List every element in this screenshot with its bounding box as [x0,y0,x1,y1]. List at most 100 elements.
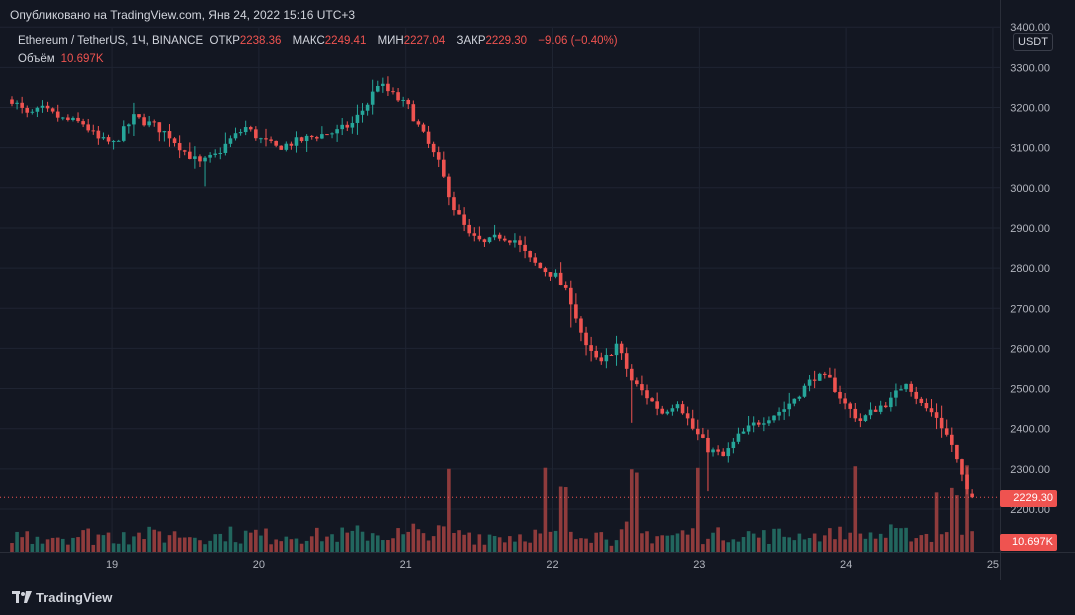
candle-body [111,141,116,143]
volume-bar [960,534,964,552]
candle-body [614,343,619,356]
candle-body [640,384,644,391]
volume-bar [431,536,436,552]
candle-body [213,153,217,155]
symbol-title[interactable]: Ethereum / TetherUS, 1Ч, BINANCE [18,35,204,47]
volume-bar [132,536,136,552]
volume-bar [807,537,812,552]
candle-body [309,135,314,138]
candle-body [655,401,659,409]
candle-body [294,137,299,146]
candle-body [106,137,111,142]
candle-body [802,385,807,397]
candle-body [635,380,639,385]
volume-bar [762,530,766,552]
volume-bar [203,544,207,552]
candle-body [553,272,558,277]
candle-body [817,373,822,381]
volume-bar [345,532,350,552]
candle-body [264,138,268,140]
candle-body [762,423,766,425]
candle-body [584,332,588,346]
candle-body [330,133,334,135]
candle-body [40,105,45,108]
volume-bar [508,536,512,552]
high-label: МАКС [292,35,325,47]
candle-body [696,428,700,435]
volume-bar [899,528,903,552]
candle-body [66,117,70,121]
candle-body [721,451,725,457]
candle-body [950,434,954,445]
price-tick-label: 2900.00 [1010,223,1050,235]
candle-body [55,111,60,118]
candle-body [335,129,339,134]
tradingview-brand[interactable]: TradingView [36,590,113,605]
price-tick-label: 2800.00 [1010,263,1050,275]
volume-bar [950,487,954,552]
candle-body [375,85,380,92]
volume-bar [558,486,563,552]
low-value: 2227.04 [403,35,446,47]
candle-body [502,238,507,241]
volume-bar [518,534,522,552]
close-value: 2229.30 [485,35,528,47]
volume-bar [172,531,177,552]
candle-body [462,214,466,225]
volume-bar [142,539,146,552]
volume-bar [838,526,842,552]
candle-body [416,121,421,125]
candle-body [172,138,177,144]
candle-body [492,234,497,238]
candle-body [101,137,106,139]
candle-body [289,143,294,146]
volume-bar [157,531,162,552]
volume-bar [746,531,751,552]
volume-bar [756,537,761,552]
candle-body [858,418,863,421]
currency-unit-button[interactable]: USDT [1013,33,1053,51]
candle-body [86,124,90,131]
last-volume-tag: 10.697K [1000,534,1057,551]
volume-bar [198,540,202,552]
candle-body [523,244,527,251]
candle-body [944,428,949,435]
volume-bar [569,531,573,552]
volume-bar [81,530,85,552]
ohlc-legend: Ethereum / TetherUS, 1Ч, BINANCE ОТКР223… [18,35,626,47]
volume-bar [294,538,299,552]
candle-body [701,434,705,438]
volume-bar [863,538,868,552]
volume-bar [487,534,492,552]
volume-bar [538,533,543,552]
candle-body [767,420,771,424]
volume-bar [589,542,593,552]
volume-bar [614,540,619,552]
volume-bar [137,532,141,552]
volume-bar [467,532,471,552]
tradingview-logo-icon[interactable] [12,591,32,604]
candle-body [208,154,212,158]
volume-bar [477,534,482,552]
candle-body [924,403,929,409]
candle-body [558,272,563,286]
candle-body [772,415,776,421]
volume-bar [421,533,426,552]
candle-body [685,413,690,419]
candle-body [452,197,456,211]
candle-body [690,418,695,429]
price-tick-label: 2700.00 [1010,303,1050,315]
candle-body [574,304,578,319]
candle-body [152,121,157,123]
change-value: −9.06 (−0.40%) [538,35,618,47]
volume-bar [584,538,588,552]
candle-body [528,250,532,258]
volume-bar [944,532,949,552]
volume-label[interactable]: Объём [18,53,55,65]
volume-bar [10,543,14,552]
candle-body [823,373,827,375]
candle-body [665,411,670,414]
volume-bar [635,472,639,552]
candle-body [426,131,431,144]
